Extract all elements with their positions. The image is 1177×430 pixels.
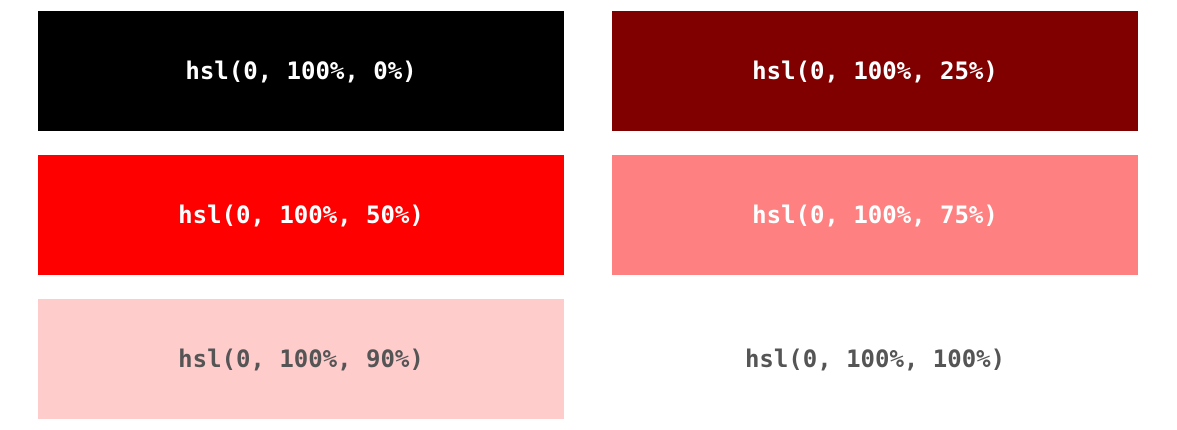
- color-swatch-lightness-25: hsl(0, 100%, 25%): [612, 11, 1138, 131]
- swatch-label: hsl(0, 100%, 90%): [178, 345, 424, 373]
- color-swatch-lightness-0: hsl(0, 100%, 0%): [38, 11, 564, 131]
- swatch-label: hsl(0, 100%, 75%): [752, 201, 998, 229]
- swatch-label: hsl(0, 100%, 100%): [744, 345, 1006, 373]
- color-swatch-lightness-50: hsl(0, 100%, 50%): [38, 155, 564, 275]
- color-swatch-lightness-75: hsl(0, 100%, 75%): [612, 155, 1138, 275]
- swatch-label: hsl(0, 100%, 25%): [752, 57, 998, 85]
- color-swatch-lightness-100: hsl(0, 100%, 100%): [612, 299, 1138, 419]
- color-swatch-lightness-90: hsl(0, 100%, 90%): [38, 299, 564, 419]
- swatch-label: hsl(0, 100%, 0%): [185, 57, 417, 85]
- swatch-label: hsl(0, 100%, 50%): [178, 201, 424, 229]
